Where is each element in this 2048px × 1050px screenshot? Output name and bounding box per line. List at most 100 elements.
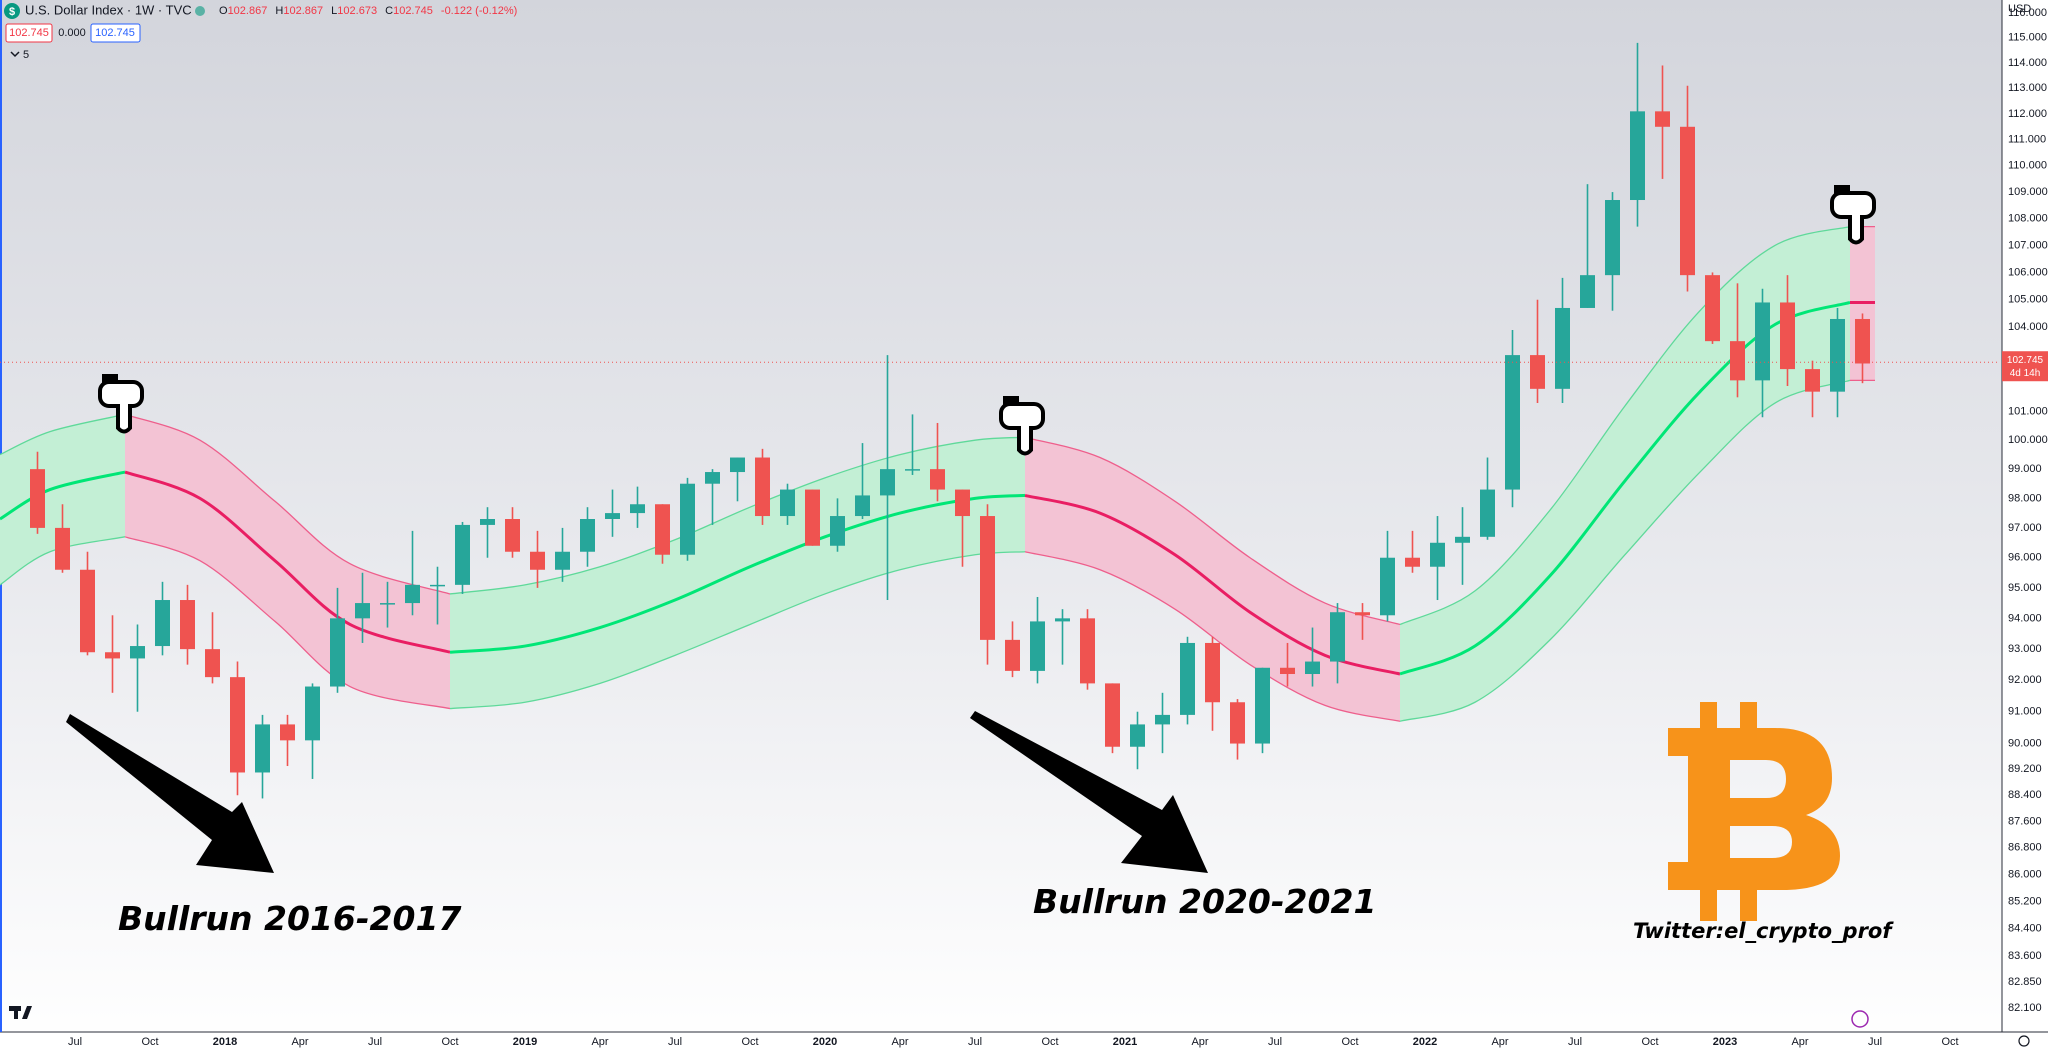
candle-body: [480, 519, 495, 525]
candle-body: [1280, 667, 1295, 675]
candle-body: [455, 524, 470, 585]
candle-body: [880, 469, 895, 496]
price-axis: 82.100 82.850 83.600 84.400 85.200 86.000 86.8…: [2008, 7, 2048, 1014]
band-upper: [124, 413, 451, 595]
x-tick-label: Jul: [668, 1036, 682, 1048]
candle-body: [330, 618, 345, 687]
candle-body: [630, 504, 645, 514]
candle-body: [1805, 369, 1820, 392]
y-tick-label: 100.000: [2008, 434, 2048, 446]
candle-body: [1580, 275, 1595, 308]
x-tick-label: 2019: [513, 1036, 537, 1048]
time-axis: Jul Oct 2018 Apr Jul Oct 2019 Apr Jul Oct 2020 Apr J…: [68, 1036, 1959, 1048]
candle-body: [830, 516, 845, 546]
candle-body: [1030, 621, 1045, 671]
candle-body: [1655, 111, 1670, 127]
market-status[interactable]: [195, 6, 205, 16]
candle-body: [205, 649, 220, 678]
y-tick-label: 105.000: [2008, 294, 2048, 306]
indicators-toggle[interactable]: [10, 51, 20, 58]
x-tick-label: Oct: [1641, 1036, 1658, 1048]
arrow: [66, 714, 274, 873]
alert-icon[interactable]: [1851, 1010, 1869, 1028]
candle-body: [80, 569, 95, 653]
x-tick-label: Apr: [1491, 1036, 1508, 1048]
candle-body: [1430, 542, 1445, 567]
candle-body: [180, 600, 195, 650]
candle-body: [680, 483, 695, 555]
currency[interactable]: USD: [2008, 3, 2031, 15]
candle-body: [155, 600, 170, 647]
candle-body: [980, 516, 995, 640]
candle-body: [1555, 307, 1570, 389]
candle-body: [130, 646, 145, 659]
y-tick-label: 113.000: [2008, 82, 2047, 94]
y-tick-label: 96.000: [2008, 552, 2042, 564]
candle-body: [1705, 275, 1720, 342]
x-tick-label: Jul: [1868, 1036, 1882, 1048]
candle-body: [1330, 612, 1345, 662]
candle-body: [1530, 355, 1545, 389]
candle-body: [1630, 111, 1645, 201]
y-tick-label: 101.000: [2008, 405, 2048, 417]
candle-body: [1480, 489, 1495, 537]
x-tick-label: Apr: [591, 1036, 608, 1048]
x-tick-label: 2021: [1113, 1036, 1137, 1048]
y-tick-label: 94.000: [2008, 612, 2042, 624]
y-tick-label: 91.000: [2008, 706, 2042, 718]
band-upper: [449, 436, 1026, 595]
input-value: 102.745: [9, 27, 49, 39]
y-tick-label: 90.000: [2008, 737, 2042, 749]
symbol-icon[interactable]: [4, 3, 20, 19]
candle-body: [430, 584, 445, 587]
ohlc-value: 102.745: [393, 5, 433, 17]
plot-area: [0, 42, 2000, 799]
hand-icon: [999, 396, 1045, 456]
input-box[interactable]: [5, 23, 53, 43]
candle-body: [1830, 318, 1845, 392]
y-tick-label: 114.000: [2008, 57, 2047, 69]
candle-body: [1855, 318, 1870, 364]
candle-body: [380, 603, 395, 605]
x-tick-label: Oct: [441, 1036, 458, 1048]
candle-body: [1405, 557, 1420, 567]
candle-body: [530, 551, 545, 570]
candle-body: [355, 603, 370, 619]
y-tick-label: 93.000: [2008, 643, 2042, 655]
candle-body: [605, 513, 620, 520]
settings-icon[interactable]: [2018, 1035, 2030, 1047]
input-value: 102.745: [95, 27, 135, 39]
candle-body: [955, 489, 970, 517]
y-tick-label: 89.200: [2008, 763, 2042, 775]
input-box[interactable]: [90, 23, 141, 43]
y-tick-label: 106.000: [2008, 266, 2048, 278]
tradingview-logo[interactable]: [9, 1006, 32, 1019]
candle-body: [1055, 618, 1070, 622]
candle-body: [1155, 714, 1170, 725]
x-tick-label: 2018: [213, 1036, 237, 1048]
y-tick-label: 84.400: [2008, 922, 2042, 934]
y-tick-label: 107.000: [2008, 239, 2048, 251]
change: -0.122 (-0.12%): [441, 5, 517, 17]
band-fill: [125, 414, 450, 709]
x-tick-label: Oct: [141, 1036, 158, 1048]
symbol-icon-glyph: $: [9, 6, 15, 18]
candle-body: [1455, 536, 1470, 543]
candle-body: [505, 519, 520, 552]
candles: [30, 42, 1870, 799]
ohlc-legend: O102.867 H102.867 L102.673 C102.745 -0.1…: [219, 5, 517, 17]
x-tick-label: Jul: [968, 1036, 982, 1048]
y-tick-label: 104.000: [2008, 321, 2048, 333]
candle-body: [1230, 702, 1245, 744]
annotation: Bullrun 2016-2017: [118, 899, 461, 938]
band-upper: [1024, 436, 1401, 626]
x-tick-label: Apr: [1191, 1036, 1208, 1048]
watermark: Twitter:el_crypto_prof: [1633, 919, 1894, 943]
candle-body: [705, 472, 720, 484]
x-tick-label: Jul: [368, 1036, 382, 1048]
candle-body: [930, 469, 945, 490]
candle-body: [1005, 639, 1020, 671]
candle-body: [1380, 557, 1395, 616]
symbol-title[interactable]: U.S. Dollar Index · 1W · TVC: [25, 2, 192, 17]
